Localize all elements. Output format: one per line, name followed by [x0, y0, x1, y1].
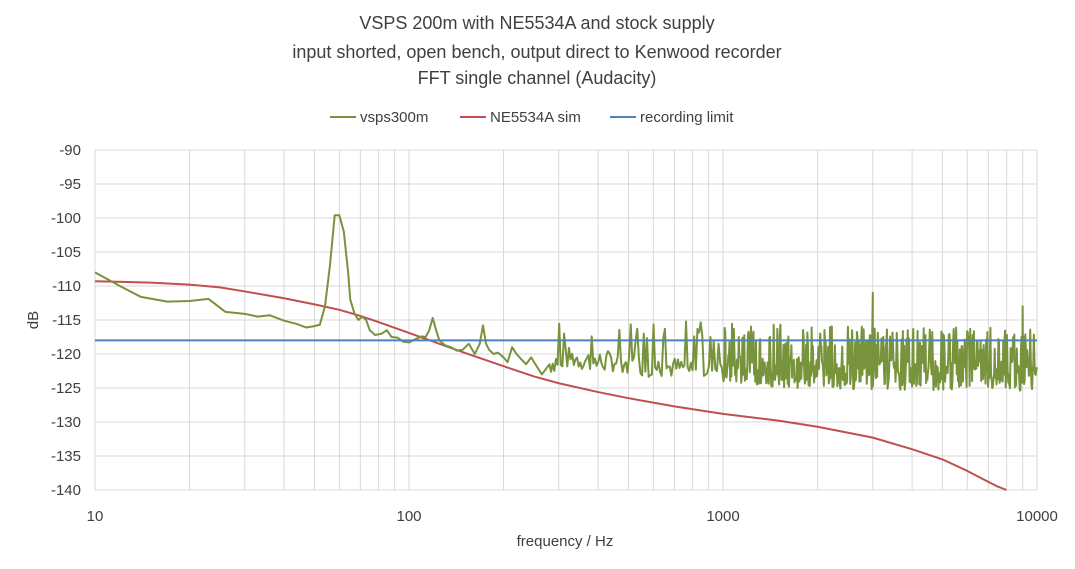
series-line-ne5534a-sim [94, 280, 1007, 491]
gridlines [94, 149, 1038, 491]
x-tick-label: 10 [87, 508, 104, 525]
legend-label-vsps300m: vsps300m [360, 109, 428, 126]
y-tick-label: -115 [52, 312, 81, 329]
x-tick-label: 1000 [706, 508, 739, 525]
tick-labels: -90 -95 -100 -105 -110 -115 -120 -125 -130 -135 -1… [51, 142, 1058, 525]
y-tick-label: -130 [51, 414, 81, 431]
x-tick-label: 10000 [1016, 508, 1058, 525]
legend: vsps300m NE5534A sim recording limit [330, 109, 734, 126]
chart-title-line-1: VSPS 200m with NE5534A and stock supply [359, 13, 714, 33]
y-tick-label: -90 [59, 142, 81, 159]
legend-label-ne5534a-sim: NE5534A sim [490, 109, 581, 126]
series-layer [94, 214, 1038, 491]
y-tick-label: -140 [51, 482, 81, 499]
y-tick-label: -125 [51, 380, 81, 397]
y-tick-label: -95 [59, 176, 81, 193]
y-tick-label: -105 [51, 244, 81, 261]
legend-label-recording-limit: recording limit [640, 109, 734, 126]
y-axis-title: dB [25, 311, 42, 329]
y-tick-label: -110 [52, 278, 81, 295]
x-axis-title: frequency / Hz [517, 533, 614, 550]
y-tick-label: -100 [51, 210, 81, 227]
y-tick-label: -135 [51, 448, 81, 465]
series-line-vsps300m [94, 214, 1038, 392]
chart-title-line-2: input shorted, open bench, output direct… [292, 42, 781, 62]
x-tick-label: 100 [396, 508, 421, 525]
chart-title-line-3: FFT single channel (Audacity) [418, 68, 657, 88]
y-tick-label: -120 [51, 346, 81, 363]
